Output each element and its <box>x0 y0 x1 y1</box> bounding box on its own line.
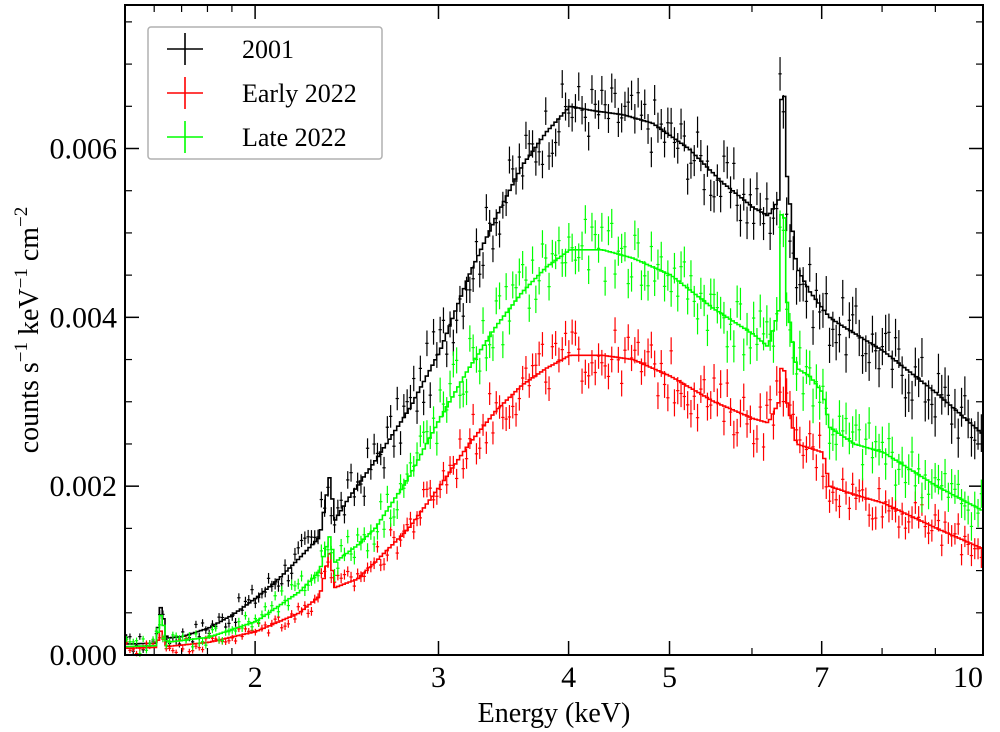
legend-label: 2001 <box>242 35 294 64</box>
y-tick-label: 0.000 <box>50 639 118 672</box>
legend: 2001 Early 2022 Late 2022 <box>147 26 383 160</box>
y-tick-label: 0.002 <box>50 470 118 503</box>
series-1 <box>125 317 984 657</box>
series-layer <box>125 57 984 657</box>
x-tick-label: 7 <box>814 661 829 694</box>
y-axis-label: counts s−1 keV−1 cm−2 <box>11 207 45 454</box>
plot-frame <box>124 4 984 656</box>
x-tick-label: 4 <box>561 661 576 694</box>
legend-box <box>147 26 383 160</box>
model-line <box>125 95 984 645</box>
x-tick-label: 3 <box>431 661 446 694</box>
y-tick-label: 0.004 <box>50 301 118 334</box>
legend-label: Late 2022 <box>242 123 347 152</box>
y-tick-label: 0.006 <box>50 133 118 166</box>
x-axis-label: Energy (keV) <box>478 698 631 729</box>
model-line <box>125 214 984 648</box>
x-tick-label: 10 <box>953 661 983 694</box>
tick-labels: 2 3 4 5 7 10 0.000 0.002 0.004 0.006 <box>50 133 984 694</box>
legend-label: Early 2022 <box>242 79 357 108</box>
series-2 <box>125 205 984 657</box>
x-tick-label: 2 <box>248 661 263 694</box>
model-line <box>125 354 984 649</box>
x-tick-label: 5 <box>662 661 677 694</box>
series-0 <box>125 57 984 655</box>
